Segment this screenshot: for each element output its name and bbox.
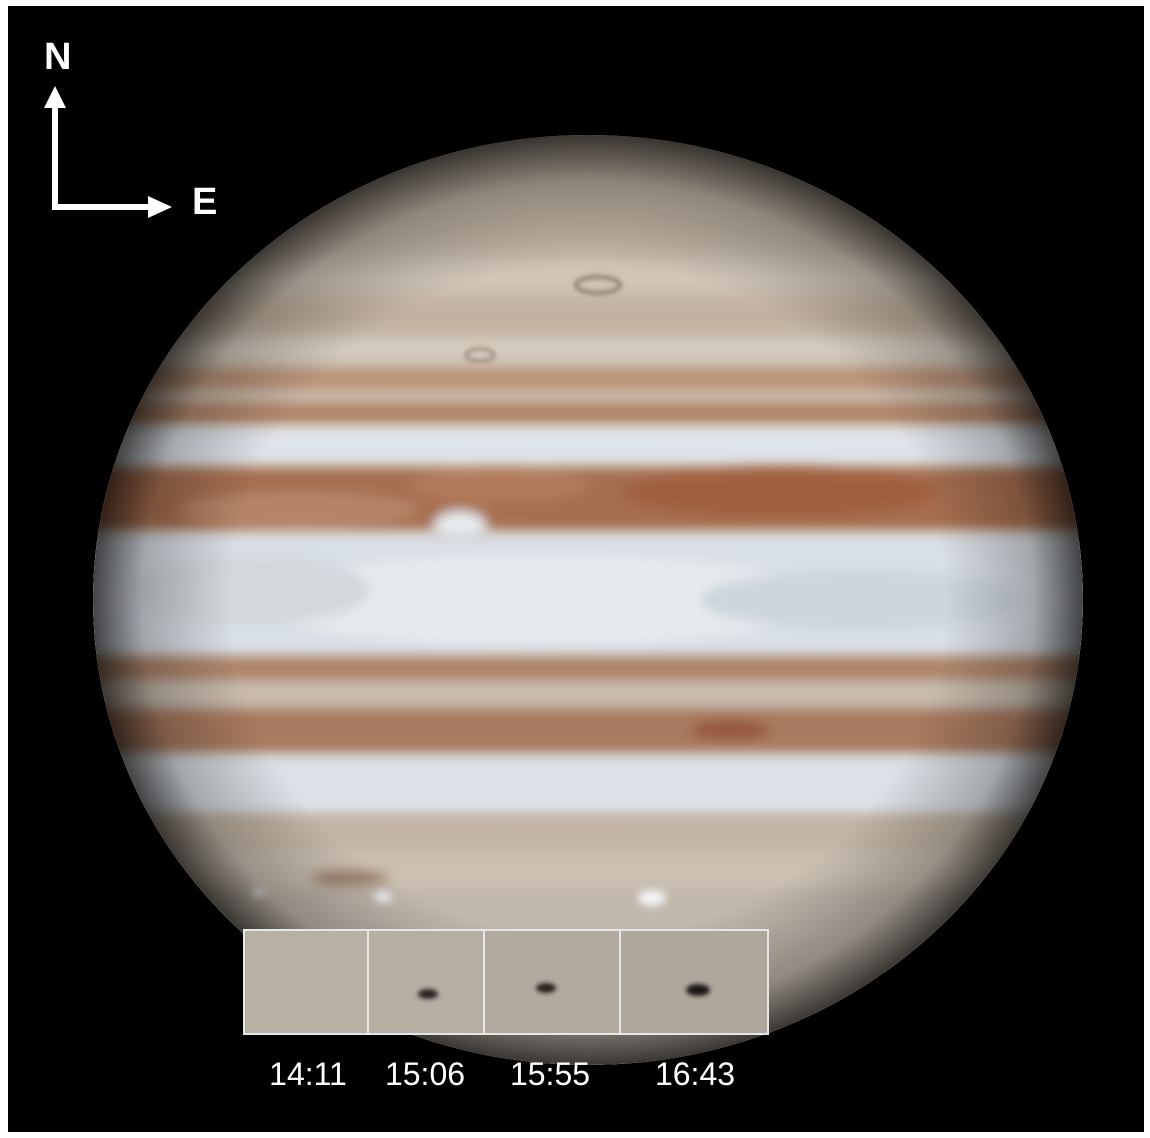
inset-panel-4 [619, 929, 769, 1035]
inset-panel-2 [367, 929, 485, 1035]
inset-panel-1 [243, 929, 369, 1035]
impact-spot [536, 983, 556, 993]
inset-panels [243, 929, 769, 1035]
time-label: 14:11 [269, 1056, 347, 1092]
north-label: N [44, 36, 72, 78]
inset-panel-3 [483, 929, 621, 1035]
east-arrowhead [148, 196, 172, 218]
compass-arrows [44, 86, 172, 218]
impact-spot [686, 984, 710, 996]
time-label: 15:06 [384, 1056, 466, 1092]
north-arrowhead [44, 86, 66, 108]
time-label: 16:43 [654, 1056, 736, 1092]
east-label: E [192, 181, 218, 223]
impact-spot [418, 989, 438, 999]
time-label: 15:55 [509, 1056, 591, 1092]
